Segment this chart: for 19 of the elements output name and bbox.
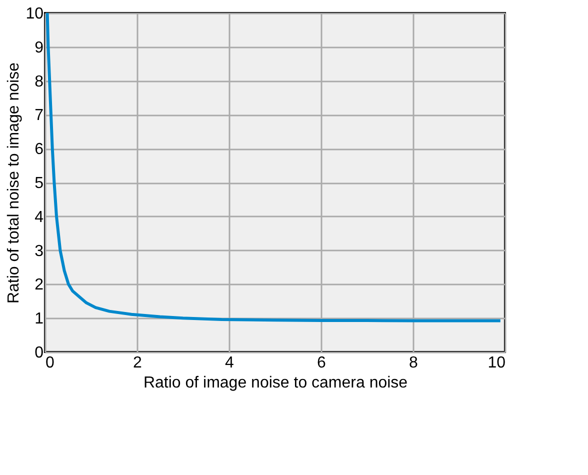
y-tick-label: 10 — [26, 6, 44, 22]
x-tick-label: 4 — [225, 354, 234, 372]
x-axis-title: Ratio of image noise to camera noise — [143, 374, 408, 392]
y-axis-title: Ratio of total noise to image noise — [6, 62, 23, 304]
x-tick-label: 2 — [133, 354, 142, 372]
line-series — [46, 12, 502, 322]
x-tick-label: 0 — [46, 354, 54, 372]
y-tick-label: 9 — [34, 39, 44, 56]
y-tick-label: 4 — [34, 208, 44, 226]
y-tick-label: 3 — [34, 242, 44, 260]
x-tick-label: 6 — [317, 354, 326, 372]
y-tick-label: 5 — [34, 175, 44, 192]
x-tick-label: 8 — [409, 354, 418, 372]
y-tick-label: 8 — [34, 73, 44, 90]
x-tick-label: 10 — [488, 354, 506, 372]
y-tick-label: 7 — [34, 107, 44, 124]
y-tick-label: 6 — [34, 141, 44, 158]
y-tick-label: 2 — [34, 276, 44, 294]
y-tick-label: 1 — [34, 310, 44, 328]
